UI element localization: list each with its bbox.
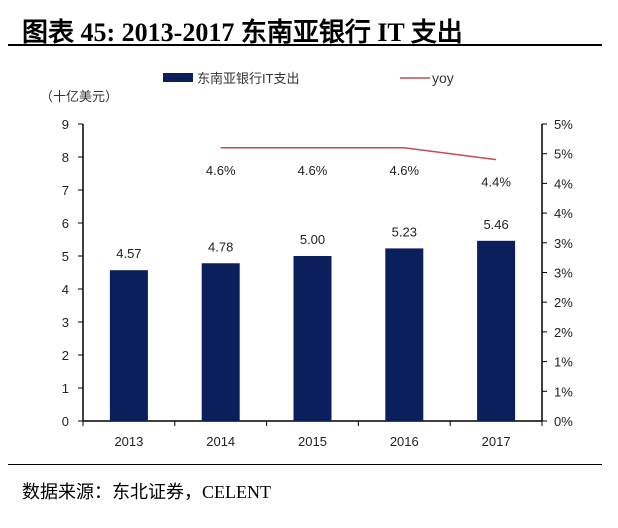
yoy-label: 4.4% xyxy=(481,175,511,190)
bar-2015 xyxy=(293,256,332,421)
left-tick-label: 1 xyxy=(62,381,69,396)
bar-label: 5.00 xyxy=(300,232,325,247)
unit-label: （十亿美元） xyxy=(40,89,118,104)
left-tick-label: 5 xyxy=(62,249,69,264)
left-tick-label: 2 xyxy=(62,348,69,363)
left-tick-label: 4 xyxy=(62,282,69,297)
yoy-label: 4.6% xyxy=(206,163,236,178)
legend-yoy-label: yoy xyxy=(432,70,454,86)
yoy-label: 4.6% xyxy=(298,163,328,178)
right-tick-label: 0% xyxy=(554,414,573,429)
right-tick-label: 4% xyxy=(554,206,573,221)
x-tick-label: 2013 xyxy=(114,434,143,449)
right-tick-label: 1% xyxy=(554,384,573,399)
yoy-line xyxy=(220,147,497,161)
title-rule xyxy=(8,44,602,46)
bar-2016 xyxy=(385,248,424,421)
right-tick-label: 1% xyxy=(554,355,573,370)
bar-label: 4.78 xyxy=(208,239,233,254)
left-tick-label: 7 xyxy=(62,183,69,198)
left-tick-label: 3 xyxy=(62,315,69,330)
x-tick-label: 2017 xyxy=(482,434,511,449)
legend-bar-swatch xyxy=(163,73,193,82)
left-tick-label: 0 xyxy=(62,414,69,429)
right-tick-label: 3% xyxy=(554,236,573,251)
right-tick-label: 5% xyxy=(554,117,573,132)
bar-2014 xyxy=(201,263,240,421)
right-tick-label: 4% xyxy=(554,176,573,191)
source-rule xyxy=(8,464,602,465)
right-tick-label: 2% xyxy=(554,295,573,310)
right-tick-label: 3% xyxy=(554,266,573,281)
left-tick-label: 9 xyxy=(62,117,69,132)
figure-title: 图表 45: 2013-2017 东南亚银行 IT 支出 xyxy=(22,18,463,47)
legend-bar-label: 东南亚银行IT支出 xyxy=(197,71,300,86)
x-tick-label: 2015 xyxy=(298,434,327,449)
bar-2017 xyxy=(477,240,516,421)
right-tick-label: 2% xyxy=(554,325,573,340)
bar-label: 5.23 xyxy=(392,224,417,239)
left-tick-label: 6 xyxy=(62,216,69,231)
x-tick-label: 2014 xyxy=(206,434,235,449)
x-tick-label: 2016 xyxy=(390,434,419,449)
bar-label: 4.57 xyxy=(116,246,141,261)
bar-label: 5.46 xyxy=(483,217,508,232)
yoy-label: 4.6% xyxy=(389,163,419,178)
bar-2013 xyxy=(109,270,148,421)
right-tick-label: 5% xyxy=(554,147,573,162)
source-note: 数据来源：东北证券，CELENT xyxy=(22,482,271,502)
left-tick-label: 8 xyxy=(62,150,69,165)
